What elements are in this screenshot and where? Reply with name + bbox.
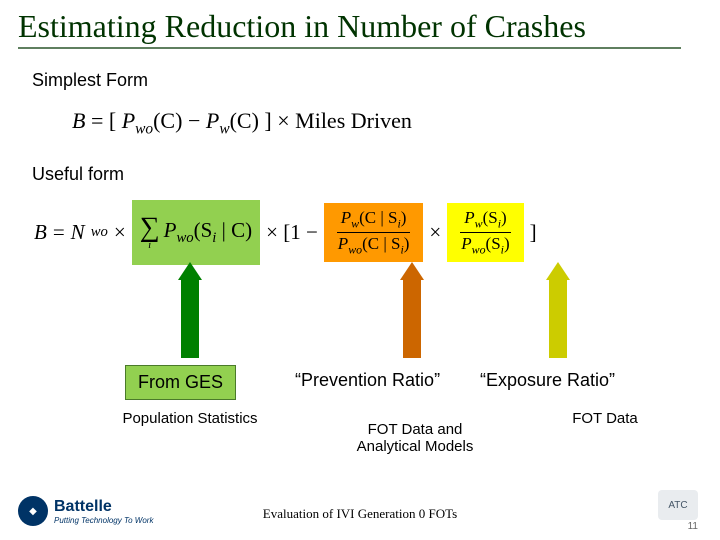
label-prevention-text: “Prevention Ratio” <box>295 370 440 390</box>
battelle-tag: Putting Technology To Work <box>54 516 153 525</box>
battelle-mark-icon: ◆ <box>18 496 48 526</box>
battelle-text: Battelle Putting Technology To Work <box>54 498 153 525</box>
sigma-icon: ∑ i <box>140 214 160 251</box>
eq1-tail: × Miles Driven <box>277 108 412 133</box>
eq1-t1-sub: wo <box>135 120 153 137</box>
equation-simplest: B = [ Pwo(C) − Pw(C) ] × Miles Driven <box>72 108 412 138</box>
eq2-yellow-box: Pw(Si) Pwo(Si) <box>447 203 523 262</box>
yellow-den-p: P <box>461 234 471 253</box>
eq2-times2: × [1 − <box>266 220 318 245</box>
eq1-t1: P <box>122 108 135 133</box>
eq2-n: N <box>71 220 85 245</box>
eq1-t2-arg: (C) <box>230 108 259 133</box>
eq1-lhs: B <box>72 108 85 133</box>
label-fot-analytical-text: FOT Data and Analytical Models <box>357 421 474 455</box>
yellow-num-sub: w <box>475 217 483 231</box>
orange-den-arg: (C | S <box>362 234 400 253</box>
label-exposure: “Exposure Ratio” <box>480 370 615 391</box>
eq2-green-arg: (S <box>194 218 213 242</box>
arrow-yellow-icon <box>546 262 570 358</box>
eq2-green-sub: wo <box>176 230 193 246</box>
orange-den-p: P <box>338 234 348 253</box>
label-fot-analytical: FOT Data and Analytical Models <box>330 404 500 455</box>
slide-title: Estimating Reduction in Number of Crashe… <box>18 8 702 45</box>
orange-num-arg: (C | S <box>359 208 397 227</box>
eq2-orange-frac: Pw(C | Si) Pwo(C | Si) <box>334 209 414 256</box>
page-number: 11 <box>688 521 698 532</box>
orange-den-arg-tail: ) <box>404 234 410 253</box>
label-popstats-text: Population Statistics <box>122 410 257 427</box>
title-underline <box>18 47 681 49</box>
equation-useful: B = Nwo × ∑ i Pwo(Si | C) × [1 − Pw(C | … <box>34 200 537 265</box>
eq2-yellow-frac: Pw(Si) Pwo(Si) <box>457 209 513 256</box>
eq2-green-p: P <box>164 218 177 242</box>
label-popstats: Population Statistics <box>100 410 280 427</box>
slide: Estimating Reduction in Number of Crashe… <box>0 0 720 540</box>
yellow-num-p: P <box>464 208 474 227</box>
eq1-equals: = [ <box>91 108 116 133</box>
label-fot-data: FOT Data <box>545 410 665 427</box>
eq1-close: ] <box>264 108 271 133</box>
eq1-t2-sub: w <box>219 120 229 137</box>
yellow-num-arg-tail: ) <box>501 208 507 227</box>
subtitle-simplest: Simplest Form <box>32 70 148 91</box>
eq2-green-box: ∑ i Pwo(Si | C) <box>132 200 260 265</box>
atc-logo-icon: ATC <box>658 490 698 520</box>
battelle-name: Battelle <box>54 498 153 516</box>
label-prevention: “Prevention Ratio” <box>295 370 440 391</box>
arrow-green-icon <box>178 262 202 358</box>
eq1-t2: P <box>206 108 219 133</box>
orange-num-arg-tail: ) <box>401 208 407 227</box>
eq2-green-arg-tail: | C) <box>216 218 252 242</box>
yellow-den-sub: wo <box>472 242 486 256</box>
orange-num-sub: w <box>351 217 359 231</box>
label-from-ges: From GES <box>125 365 236 400</box>
arrow-orange-icon <box>400 262 424 358</box>
subtitle-useful: Useful form <box>32 164 124 185</box>
eq2-n-sub: wo <box>91 224 108 241</box>
eq2-times3: × <box>429 220 441 245</box>
label-from-ges-text: From GES <box>138 372 223 392</box>
eq1-minus: − <box>188 108 206 133</box>
yellow-den-arg-tail: ) <box>504 234 510 253</box>
label-exposure-text: “Exposure Ratio” <box>480 370 615 390</box>
label-fot-data-text: FOT Data <box>572 410 638 427</box>
title-block: Estimating Reduction in Number of Crashe… <box>0 0 720 49</box>
eq2-eq: = <box>53 220 65 245</box>
orange-num-p: P <box>341 208 351 227</box>
eq1-t1-arg: (C) <box>153 108 182 133</box>
battelle-logo: ◆ Battelle Putting Technology To Work <box>18 496 153 526</box>
eq2-lhs: B <box>34 220 47 245</box>
eq2-close: ] <box>530 220 537 245</box>
eq2-orange-box: Pw(C | Si) Pwo(C | Si) <box>324 203 424 262</box>
footer-caption: Evaluation of IVI Generation 0 FOTs <box>263 506 457 522</box>
yellow-num-arg: (S <box>483 208 498 227</box>
orange-den-sub: wo <box>348 242 362 256</box>
yellow-den-arg: (S <box>486 234 501 253</box>
eq2-times1: × <box>114 220 126 245</box>
